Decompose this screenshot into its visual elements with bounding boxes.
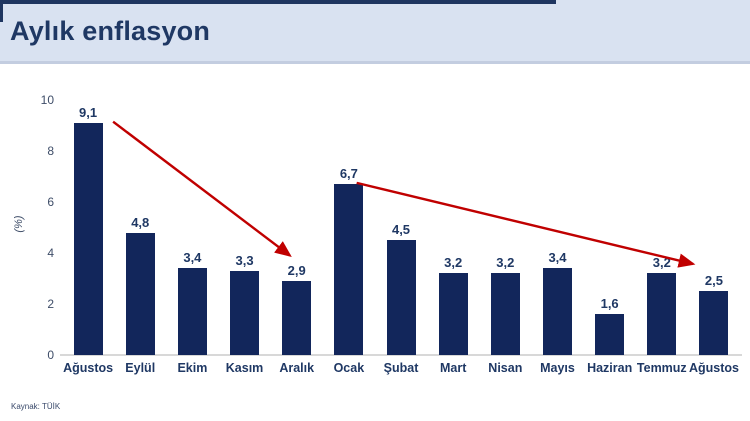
- y-axis: 0 2 4 6 8 10: [28, 93, 54, 362]
- bar: [73, 123, 103, 355]
- x-axis-label: Nisan: [488, 361, 523, 375]
- bar-column: 1,6: [584, 100, 636, 355]
- bar-column: 3,3: [218, 100, 270, 355]
- bar-value-label: 4,5: [391, 222, 411, 237]
- top-border-strip: [0, 0, 556, 4]
- bar-column: 3,2: [479, 100, 531, 355]
- bar: [647, 273, 677, 355]
- x-axis-label: Mart: [439, 361, 467, 375]
- bar: [125, 233, 155, 355]
- bar-value-label: 2,9: [287, 263, 306, 278]
- x-axis-label: Kasım: [225, 361, 264, 375]
- slide-header: Aylık enflasyon: [0, 0, 750, 64]
- bar-column: 3,2: [427, 100, 479, 355]
- bar: [438, 273, 468, 355]
- x-axis-label: Haziran: [587, 361, 633, 375]
- bar-value-label: 2,5: [704, 273, 723, 288]
- y-tick-label: 2: [47, 297, 54, 311]
- x-axis-label: Ocak: [333, 361, 365, 375]
- y-tick-label: 10: [40, 93, 54, 107]
- bar-value-label: 3,3: [235, 253, 254, 268]
- x-axis-labels: Ağustos Eylül Ekim Kasım Aralık Ocak Şubat Mart…: [62, 361, 740, 375]
- bar-value-label: 3,4: [548, 250, 567, 265]
- bar-column: 4,5: [375, 100, 427, 355]
- bar-value-label: 3,2: [652, 255, 671, 270]
- x-axis-label: Temmuz: [636, 361, 687, 375]
- x-axis-line: [60, 354, 742, 356]
- y-axis-title: (%): [13, 215, 25, 233]
- source-note: Kaynak: TÜİK: [11, 402, 61, 411]
- bar-value-label: 1,6: [600, 296, 619, 311]
- bar-column: 4,8: [114, 100, 166, 355]
- bar: [699, 291, 729, 355]
- page-title: Aylık enflasyon: [10, 16, 211, 46]
- bar-column: 3,4: [531, 100, 583, 355]
- bar: [595, 314, 625, 355]
- bar: [542, 268, 572, 355]
- bar: [230, 271, 260, 355]
- y-tick-label: 6: [47, 195, 54, 209]
- bar-series: 9,1 4,8 3,4 3,3 2,9 6,7 4,5 3,2 3,2 3,4 1,6 3,2 2,5: [62, 100, 740, 355]
- bar-column: 6,7: [323, 100, 375, 355]
- bar-column: 2,9: [271, 100, 323, 355]
- bar-value-label: 3,2: [496, 255, 515, 270]
- bar-column: 2,5: [688, 100, 740, 355]
- bar: [282, 281, 312, 355]
- bar-column: 9,1: [62, 100, 114, 355]
- x-axis-label: Şubat: [383, 361, 419, 375]
- bar-value-label: 3,4: [183, 250, 202, 265]
- plot-area: 9,1 4,8 3,4 3,3 2,9 6,7 4,5 3,2 3,2 3,4 1,6 3,2 2,5: [60, 100, 742, 356]
- bar-column: 3,2: [636, 100, 688, 355]
- bar: [177, 268, 207, 355]
- y-tick-label: 0: [47, 348, 54, 362]
- x-axis-label: Eylül: [125, 361, 156, 375]
- bar: [386, 240, 416, 355]
- bar-value-label: 4,8: [131, 215, 150, 230]
- x-axis-label: Mayıs: [540, 361, 575, 375]
- bar-column: 3,4: [166, 100, 218, 355]
- y-tick-label: 8: [47, 144, 54, 158]
- x-axis-label: Aralık: [279, 361, 315, 375]
- x-axis-label: Ağustos: [63, 361, 114, 375]
- bar-value-label: 3,2: [444, 255, 463, 270]
- left-border-strip: [0, 0, 3, 22]
- x-axis-label: Ağustos: [688, 361, 739, 375]
- bar: [490, 273, 520, 355]
- x-axis-label: Ekim: [177, 361, 208, 375]
- y-tick-label: 4: [47, 246, 54, 260]
- bar: [334, 184, 364, 355]
- bar-value-label: 9,1: [79, 105, 98, 120]
- bar-value-label: 6,7: [339, 166, 358, 181]
